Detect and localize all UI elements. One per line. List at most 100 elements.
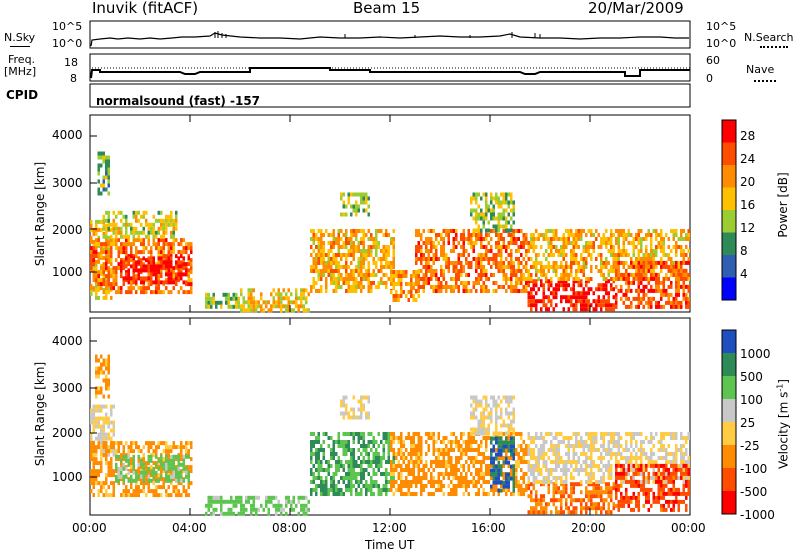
velocity-heatmap-cell [400, 492, 403, 496]
power-heatmap-cell [580, 257, 583, 261]
velocity-heatmap-cell [447, 440, 450, 444]
velocity-heatmap-cell [562, 494, 565, 499]
power-heatmap-cell [645, 245, 648, 249]
velocity-heatmap-cell [320, 476, 323, 480]
power-heatmap-cell [125, 254, 128, 259]
power-heatmap-cell [540, 273, 543, 277]
power-heatmap-cell [665, 260, 668, 265]
power-heatmap-cell [482, 289, 485, 293]
velocity-heatmap-cell [547, 448, 550, 452]
power-heatmap-cell [547, 261, 550, 265]
velocity-heatmap-cell [557, 498, 560, 503]
velocity-heatmap-cell [482, 395, 485, 400]
power-heatmap-cell [165, 278, 168, 283]
velocity-heatmap-cell [352, 460, 355, 464]
power-heatmap-cell [462, 241, 465, 245]
power-heatmap-cell [472, 257, 475, 261]
power-heatmap-cell [117, 246, 120, 251]
velocity-heatmap-cell [345, 476, 348, 480]
power-heatmap-cell [417, 245, 420, 249]
velocity-heatmap-cell [92, 457, 95, 462]
velocity-heatmap-cell [100, 452, 103, 457]
power-heatmap-cell [352, 192, 355, 197]
velocity-heatmap-cell [585, 510, 588, 515]
power-heatmap-cell [615, 292, 618, 297]
power-heatmap-cell [172, 274, 175, 279]
velocity-heatmap-cell [457, 476, 460, 480]
velocity-heatmap-cell [330, 484, 333, 488]
power-heatmap-cell [460, 237, 463, 241]
velocity-heatmap-cell [450, 456, 453, 460]
velocity-heatmap-cell [512, 411, 515, 416]
velocity-heatmap-cell [137, 469, 140, 474]
power-heatmap-cell [567, 273, 570, 277]
velocity-heatmap-cell [285, 511, 288, 516]
power-heatmap-cell [542, 303, 545, 308]
power-heatmap-cell [167, 254, 170, 259]
power-heatmap-cell [390, 274, 393, 278]
velocity-heatmap-cell [432, 484, 435, 488]
power-heatmap-cell [585, 283, 588, 288]
velocity-heatmap-cell [100, 404, 103, 409]
velocity-heatmap-cell [410, 456, 413, 460]
power-heatmap-cell [607, 291, 610, 296]
power-heatmap-cell [645, 264, 648, 269]
power-heatmap-cell [315, 237, 318, 241]
power-heatmap-cell [110, 234, 113, 239]
velocity-heatmap-cell [187, 454, 190, 459]
power-heatmap-cell [475, 212, 478, 217]
velocity-heatmap-cell [92, 404, 95, 409]
power-heatmap-cell [552, 265, 555, 269]
velocity-heatmap-cell [115, 474, 118, 479]
velocity-heatmap-cell [515, 452, 518, 456]
power-heatmap-cell [575, 307, 578, 312]
power-heatmap-cell [415, 270, 418, 274]
power-heatmap-cell [480, 257, 483, 261]
power-heatmap-cell [97, 255, 100, 260]
power-heatmap-cell [235, 292, 238, 297]
velocity-heatmap-cell [495, 399, 498, 404]
power-heatmap-cell [520, 261, 523, 265]
velocity-heatmap-cell [172, 441, 175, 446]
power-heatmap-cell [315, 269, 318, 273]
power-heatmap-cell [655, 304, 658, 309]
velocity-heatmap-cell [187, 465, 190, 470]
power-heatmap-cell [150, 290, 153, 295]
power-heatmap-cell [165, 226, 168, 231]
velocity-heatmap-cell [457, 460, 460, 464]
power-heatmap-cell [380, 249, 383, 253]
velocity-heatmap-cell [455, 472, 458, 476]
power-heatmap-cell [655, 276, 658, 281]
power-heatmap-cell [637, 280, 640, 285]
power-heatmap-cell [120, 250, 123, 255]
power-heatmap-cell [190, 242, 193, 247]
velocity-heatmap-cell [170, 481, 173, 486]
velocity-heatmap-cell [535, 510, 538, 515]
power-heatmap-cell [397, 270, 400, 274]
power-heatmap-cell [340, 273, 343, 277]
velocity-heatmap-cell [502, 423, 505, 428]
power-heatmap-cell [415, 257, 418, 261]
power-heatmap-cell [255, 308, 258, 313]
power-heatmap-cell [332, 277, 335, 281]
velocity-heatmap-cell [242, 503, 245, 508]
power-heatmap-cell [480, 253, 483, 257]
power-heatmap-cell [345, 241, 348, 245]
velocity-heatmap-cell [377, 488, 380, 492]
power-heatmap-cell [445, 265, 448, 269]
velocity-heatmap-cell [465, 448, 468, 452]
power-heatmap-cell [410, 286, 413, 290]
power-heatmap-cell [142, 210, 145, 215]
power-heatmap-cell [582, 295, 585, 300]
power-heatmap-cell [612, 295, 615, 300]
power-heatmap-cell [137, 230, 140, 235]
velocity-heatmap-cell [410, 436, 413, 440]
velocity-heatmap-cell [510, 448, 513, 453]
velocity-heatmap-cell [367, 444, 370, 448]
power-heatmap-cell [220, 300, 223, 305]
velocity-heatmap-cell [385, 488, 388, 492]
velocity-heatmap-cell [267, 499, 270, 504]
velocity-heatmap-cell [215, 495, 218, 500]
power-heatmap-cell [550, 279, 553, 284]
power-heatmap-cell [397, 294, 400, 298]
